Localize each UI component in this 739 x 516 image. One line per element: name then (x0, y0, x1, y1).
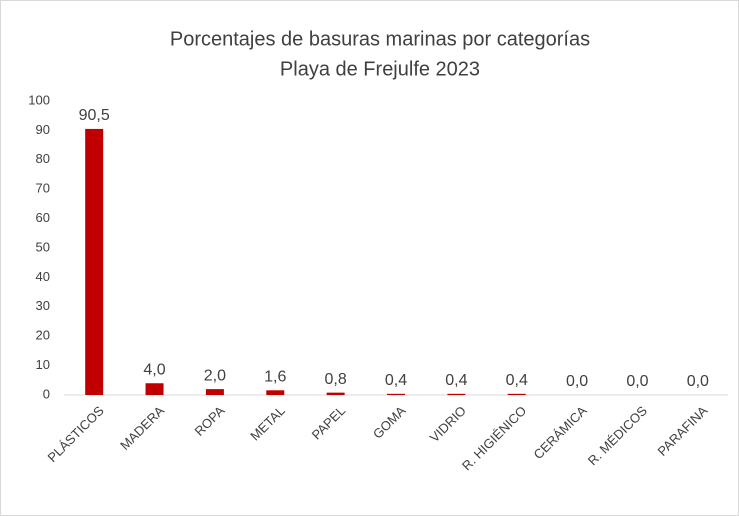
y-tick-label: 80 (36, 151, 50, 166)
y-tick-label: 70 (36, 181, 50, 196)
y-tick-label: 100 (28, 92, 50, 107)
value-label: 0,4 (445, 372, 467, 389)
bar (326, 392, 345, 395)
value-label: 0,4 (385, 372, 407, 389)
y-tick-label: 60 (36, 210, 50, 225)
bar (145, 383, 164, 395)
bar (447, 393, 466, 395)
value-label: 4,0 (143, 361, 165, 378)
value-label: 0,0 (566, 373, 588, 390)
y-tick-label: 10 (36, 357, 50, 372)
value-label: 90,5 (79, 107, 110, 124)
bar (266, 390, 285, 395)
chart-title: Porcentajes de basuras marinas por categ… (170, 28, 590, 50)
value-label: 0,4 (506, 372, 528, 389)
bar (85, 128, 104, 395)
y-tick-label: 30 (36, 298, 50, 313)
chart-subtitle: Playa de Frejulfe 2023 (280, 58, 480, 80)
y-tick-label: 50 (36, 239, 50, 254)
y-tick-label: 20 (36, 328, 50, 343)
value-label: 1,6 (264, 369, 286, 386)
y-tick-label: 40 (36, 269, 50, 284)
value-label: 0,8 (325, 371, 347, 388)
y-tick-label: 90 (36, 122, 50, 137)
value-label: 0,0 (626, 373, 648, 390)
value-label: 2,0 (204, 367, 226, 384)
bar (387, 393, 405, 395)
bar (205, 389, 224, 395)
y-tick-label: 0 (43, 386, 50, 401)
value-label: 0,0 (687, 373, 709, 390)
bar (507, 393, 526, 395)
